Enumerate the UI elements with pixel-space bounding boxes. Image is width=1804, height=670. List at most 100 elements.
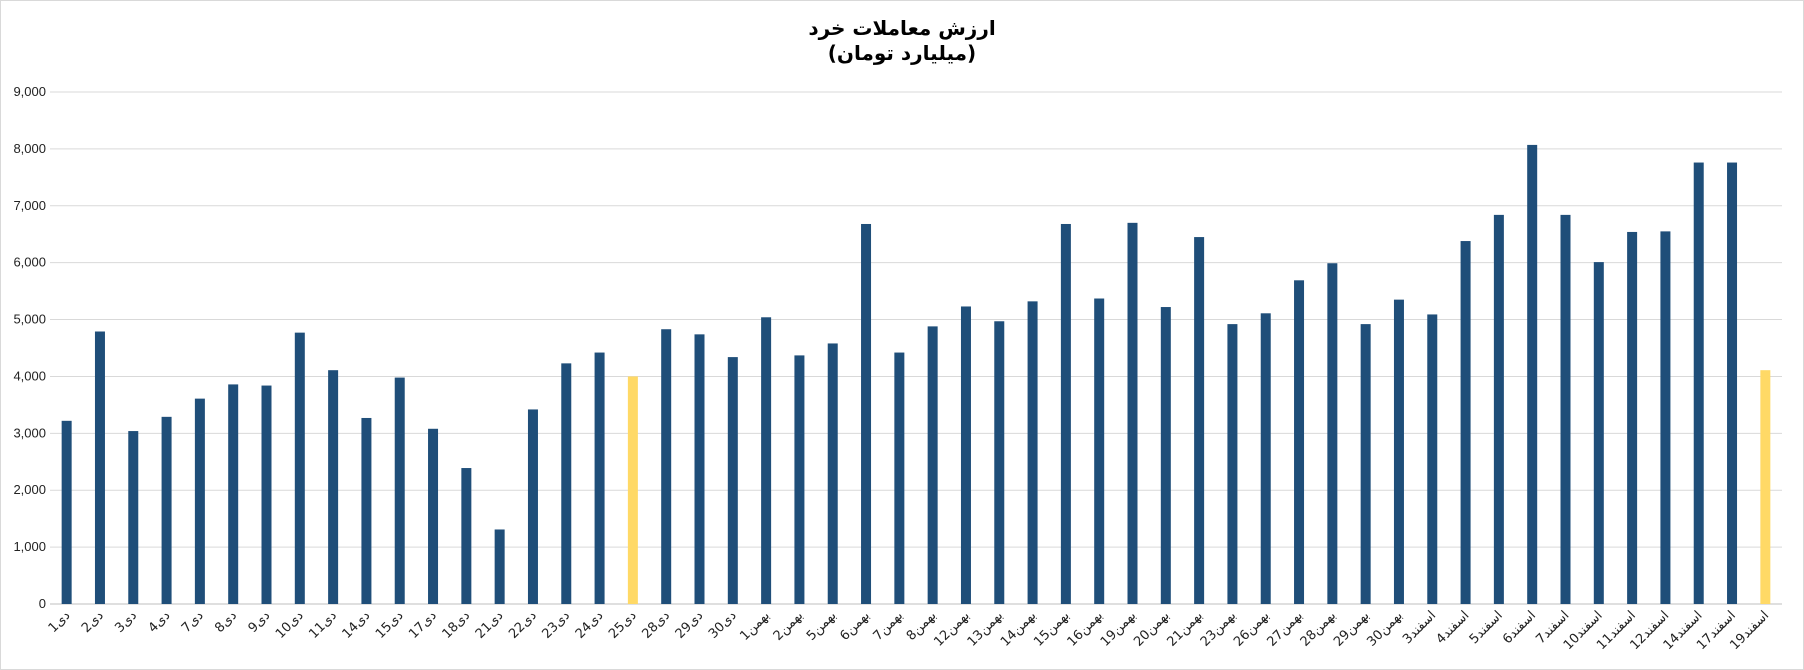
x-tick-label: 23بهمن (1198, 608, 1239, 649)
bar (1593, 262, 1604, 604)
bar (527, 409, 538, 604)
x-tick-label: 1بهمن (737, 608, 773, 644)
bar (994, 321, 1005, 604)
bar (761, 317, 772, 604)
x-tick-label: 14بهمن (998, 608, 1039, 649)
bar (1094, 298, 1105, 604)
y-tick-label: 0 (39, 596, 46, 611)
bar (1360, 324, 1371, 604)
x-tick-label: 28دی (639, 608, 673, 642)
x-tick-label: 15بهمن (1031, 608, 1072, 649)
bar (228, 384, 239, 604)
x-tick-label: 30بهمن (1364, 608, 1405, 649)
gridlines (50, 91, 1782, 605)
x-tick-label: 30دی (706, 608, 740, 642)
bar (1527, 144, 1538, 604)
x-tick-label: 3دی (112, 608, 140, 636)
y-tick-label: 8,000 (13, 141, 46, 156)
bar (1294, 280, 1305, 604)
bar (727, 357, 738, 604)
x-tick-label: 6بهمن (837, 608, 873, 644)
x-tick-label: 2دی (79, 608, 107, 636)
chart-title-block: ارزش معاملات خرد (میلیارد تومان) (0, 16, 1804, 66)
bar (594, 352, 605, 604)
bar (894, 352, 905, 604)
bar (494, 529, 505, 604)
bar (1393, 299, 1404, 604)
bar (861, 223, 872, 605)
bar (1460, 241, 1471, 605)
y-tick-label: 3,000 (13, 425, 46, 440)
x-tick-label: 19بهمن (1098, 608, 1139, 649)
x-tick-label: 9دی (246, 608, 274, 636)
bar (694, 334, 705, 604)
bar (1160, 307, 1171, 604)
bar (1560, 214, 1571, 604)
x-tick-label: 16بهمن (1065, 608, 1106, 649)
y-tick-label: 7,000 (13, 198, 46, 213)
bar (294, 332, 305, 604)
x-tick-label: 4اسفند (1433, 608, 1472, 647)
bar-highlighted (627, 376, 638, 604)
x-tick-label: 7بهمن (871, 608, 907, 644)
bar (1427, 314, 1438, 604)
x-tick-label: 4دی (146, 608, 174, 636)
bar (561, 363, 572, 604)
bar (361, 417, 372, 604)
bar (194, 398, 205, 604)
bar (1060, 223, 1071, 605)
x-tick-label: 29دی (673, 608, 707, 642)
bar (394, 377, 405, 604)
bar (1660, 231, 1671, 604)
x-tick-label: 10دی (273, 608, 307, 642)
bar (927, 326, 938, 604)
x-tick-label: 8دی (212, 608, 240, 636)
x-tick-label: 24دی (573, 608, 607, 642)
bar (261, 385, 272, 604)
x-tick-label: 25دی (606, 608, 640, 642)
y-tick-label: 9,000 (13, 84, 46, 99)
x-tick-label: 17دی (406, 608, 440, 642)
x-tick-label: 28بهمن (1298, 608, 1339, 649)
x-tick-label: 6اسفند (1500, 608, 1539, 647)
x-tick-label: 1دی (46, 608, 74, 636)
bar (94, 331, 105, 604)
bar (827, 343, 838, 604)
bar (328, 370, 339, 604)
bar (1727, 162, 1738, 605)
bar (1194, 237, 1205, 604)
x-tick-label: 12بهمن (931, 608, 972, 649)
bar (61, 420, 72, 604)
bar-highlighted (1760, 370, 1771, 604)
y-tick-label: 4,000 (13, 368, 46, 383)
x-tick-label: 22دی (506, 608, 540, 642)
bar (1627, 231, 1638, 604)
x-tick-label: 13بهمن (965, 608, 1006, 649)
x-tick-label: 5اسفند (1467, 608, 1506, 647)
x-tick-label: 14دی (340, 608, 374, 642)
x-tick-label: 11دی (306, 608, 340, 642)
bars (61, 144, 1771, 605)
x-tick-label: 21بهمن (1165, 608, 1206, 649)
bar (1493, 214, 1504, 604)
x-tick-label: 5بهمن (804, 608, 840, 644)
bar (1327, 263, 1338, 604)
y-tick-label: 2,000 (13, 482, 46, 497)
x-tick-label: 27بهمن (1264, 608, 1305, 649)
x-tick-label: 26بهمن (1231, 608, 1272, 649)
bar (1127, 222, 1138, 604)
x-tick-label: 18دی (440, 608, 474, 642)
x-tick-label: 23دی (539, 608, 573, 642)
bar (661, 329, 672, 604)
bar (794, 355, 805, 604)
bar (461, 468, 472, 604)
x-tick-label: 20بهمن (1131, 608, 1172, 649)
x-tick-label: 7دی (179, 608, 207, 636)
x-tick-label: 15دی (373, 608, 407, 642)
bar (1260, 313, 1271, 604)
x-tick-label: 3اسفند (1400, 608, 1439, 647)
bar (960, 306, 971, 604)
x-tick-label: 2بهمن (771, 608, 807, 644)
y-axis-ticks: 0 1,000 2,000 3,000 4,000 5,000 6,000 7,000 8,00… (13, 84, 46, 611)
